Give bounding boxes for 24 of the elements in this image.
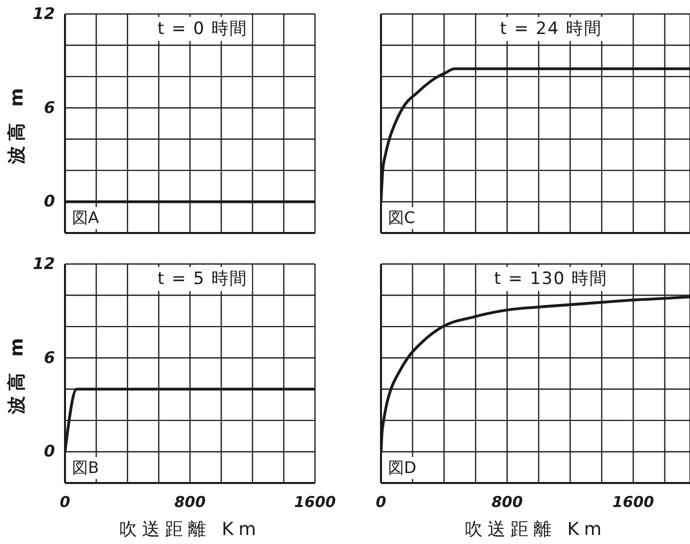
y-tick-label: 6: [44, 98, 55, 117]
annotation: 図B: [69, 457, 102, 479]
x-tick-label: 0: [376, 493, 386, 511]
chart-title: t = 5 時間: [152, 267, 252, 291]
x-tick-label: 1600: [294, 493, 336, 511]
annotation: 図D: [385, 457, 420, 479]
y-tick-label: 0: [44, 192, 55, 211]
x-tick-label: 0: [60, 493, 70, 511]
y-axis-title: 波高 m: [6, 82, 28, 166]
annotation: 図C: [385, 207, 418, 229]
x-axis-title: 吹送距離 Km: [464, 519, 607, 540]
y-tick-label: 6: [44, 348, 55, 367]
chart-title: t = 24 時間: [495, 17, 607, 41]
chart-title: t = 130 時間: [489, 267, 613, 291]
y-tick-label: 12: [32, 254, 55, 273]
y-axis-title: 波高 m: [6, 332, 28, 416]
annotation: 図A: [69, 207, 102, 229]
x-tick-label: 800: [174, 493, 206, 511]
x-axis-title: 吹送距離 Km: [118, 519, 262, 540]
chart-title: t = 0 時間: [152, 17, 252, 41]
x-tick-label: 800: [491, 493, 523, 511]
y-tick-label: 0: [44, 442, 55, 461]
y-tick-label: 12: [32, 4, 55, 23]
x-tick-label: 1600: [612, 493, 654, 511]
